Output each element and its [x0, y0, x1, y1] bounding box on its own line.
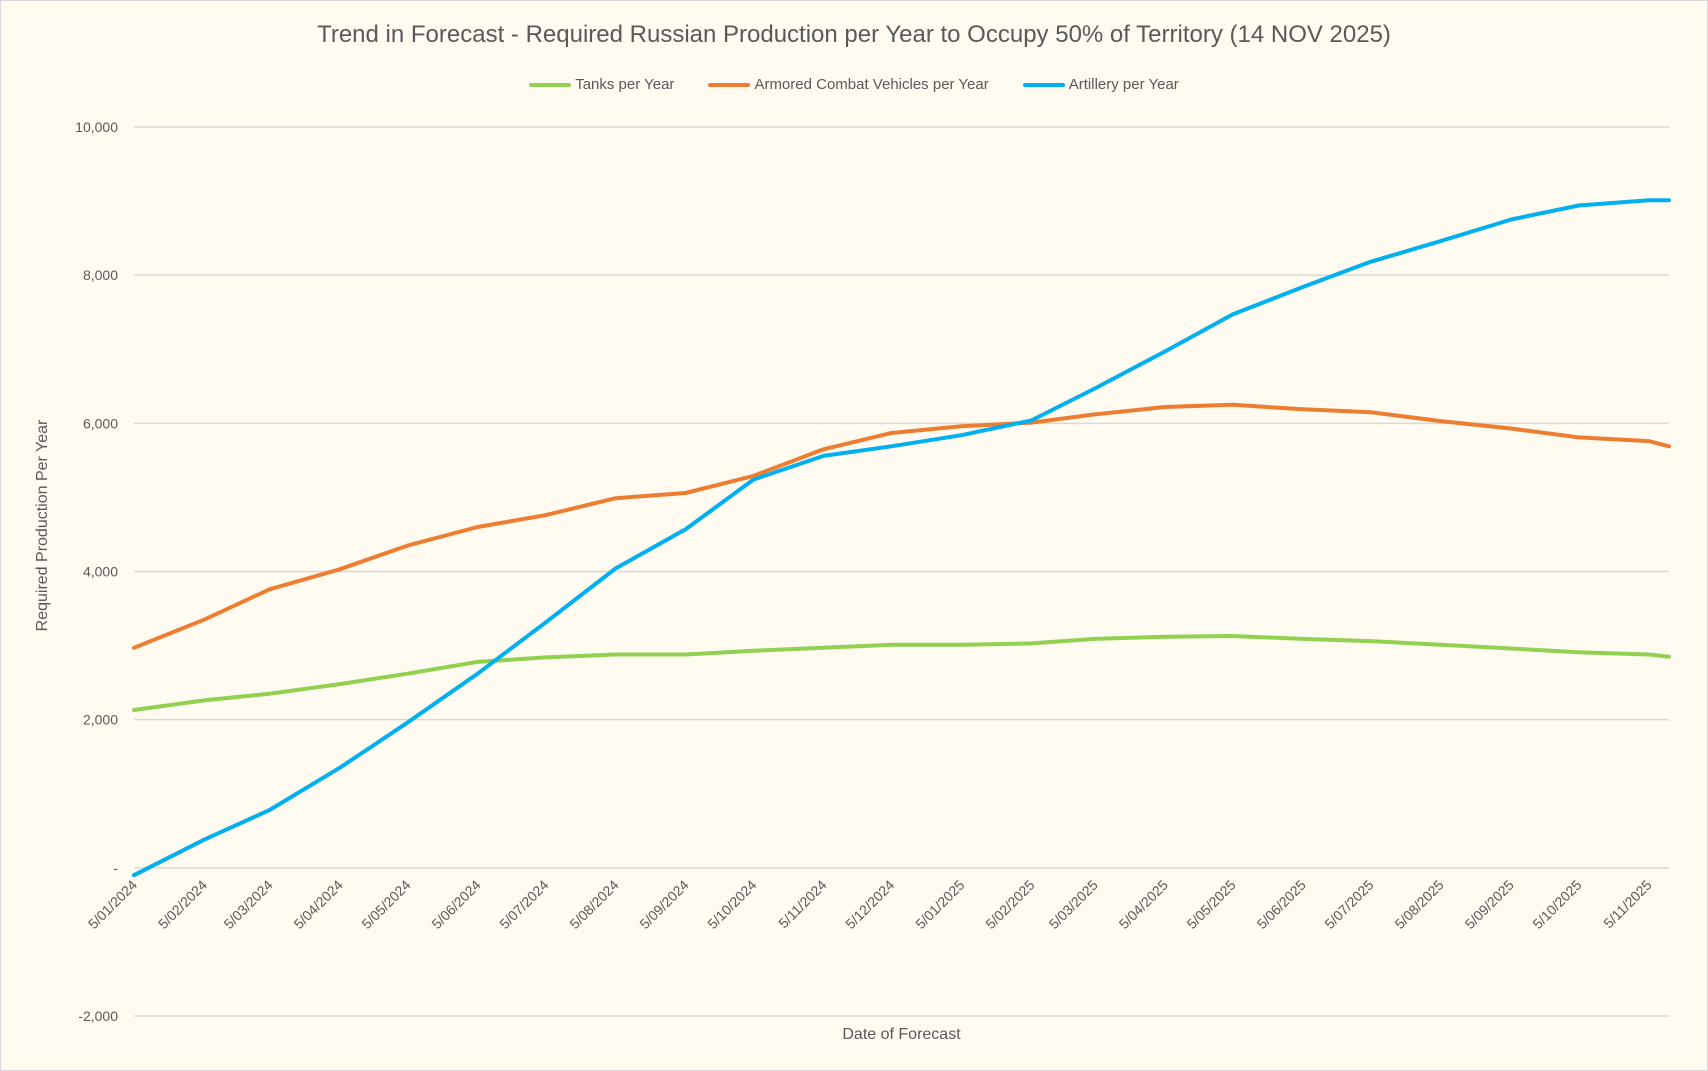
x-tick-label: 5/01/2025: [912, 877, 968, 933]
chart-title: Trend in Forecast - Required Russian Pro…: [317, 21, 1391, 48]
x-tick-label: 5/03/2025: [1046, 877, 1102, 933]
legend-label-artillery: Artillery per Year: [1068, 76, 1179, 93]
series-line-tanks: [132, 634, 1671, 712]
y-axis-title: Required Production Per Year: [34, 419, 51, 631]
x-tick-label: 5/08/2025: [1391, 877, 1447, 933]
legend-swatch-tanks: [529, 82, 572, 87]
x-tick-label: 5/10/2024: [704, 877, 760, 933]
y-tick-label: 8,000: [83, 267, 118, 283]
x-tick-label: 5/05/2025: [1183, 877, 1239, 933]
y-tick-label: 6,000: [83, 415, 118, 431]
series-line-acv: [132, 402, 1671, 650]
x-tick-label: 5/06/2025: [1254, 877, 1310, 933]
x-tick-label: 5/07/2024: [496, 877, 552, 933]
y-tick-label: 10,000: [75, 119, 118, 135]
x-tick-label: 5/06/2024: [428, 877, 484, 933]
x-tick-label: 5/08/2024: [566, 877, 622, 933]
x-tick-label: 5/05/2024: [358, 877, 414, 933]
legend-label-tanks: Tanks per Year: [575, 76, 675, 93]
x-tick-label: 5/09/2024: [636, 877, 692, 933]
x-tick-label: 5/01/2024: [85, 877, 141, 933]
y-tick-label: 4,000: [83, 564, 118, 580]
legend-item-acv: Armored Combat Vehicles per Year: [708, 76, 989, 93]
x-tick-label: 5/02/2025: [982, 877, 1038, 933]
x-tick-label: 5/11/2024: [775, 876, 830, 931]
x-tick-label: 5/07/2025: [1321, 877, 1377, 933]
x-tick-label: 5/04/2024: [290, 877, 346, 933]
x-tick-label: 5/11/2025: [1600, 876, 1655, 931]
x-tick-label: 5/10/2025: [1529, 877, 1585, 933]
x-tick-label: 5/09/2025: [1462, 877, 1518, 933]
y-tick-label: 2,000: [83, 712, 118, 728]
legend-swatch-acv: [708, 82, 751, 87]
x-tick-label: 5/02/2024: [155, 877, 211, 933]
x-axis-title: Date of Forecast: [842, 1026, 961, 1043]
x-tick-label: 5/12/2024: [842, 877, 898, 933]
series-line-artillery: [132, 198, 1671, 878]
x-tick-label: 5/04/2025: [1116, 877, 1172, 933]
x-tick-label: 5/03/2024: [220, 877, 276, 933]
legend-label-acv: Armored Combat Vehicles per Year: [754, 76, 989, 93]
legend-swatch-artillery: [1022, 82, 1065, 87]
y-tick-label: -: [113, 860, 118, 876]
legend-item-artillery: Artillery per Year: [1022, 76, 1179, 93]
legend-item-tanks: Tanks per Year: [529, 76, 674, 93]
y-tick-label: -2,000: [78, 1008, 118, 1024]
legend: Tanks per Year Armored Combat Vehicles p…: [1, 76, 1707, 93]
